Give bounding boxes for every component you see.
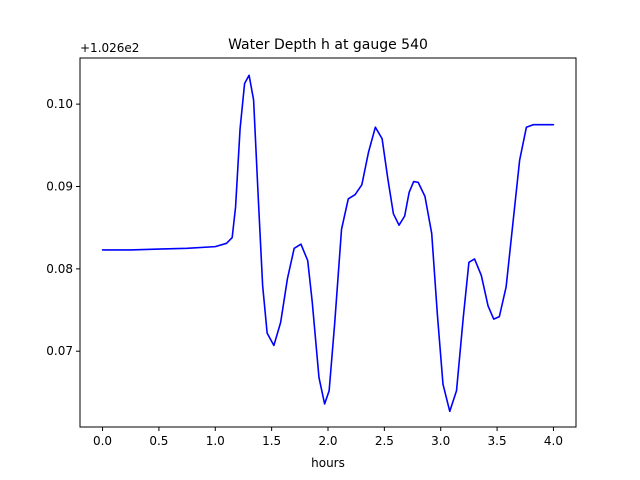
y-tick-label: 0.10 [46,97,73,111]
x-tick-label: 4.0 [544,434,563,448]
plot-frame [79,57,577,428]
x-tick-label: 1.0 [206,434,225,448]
x-tick-label: 3.5 [488,434,507,448]
x-tick-label: 2.0 [318,434,337,448]
plot-area: 0.0 0.5 1.0 1.5 2.0 2.5 3.0 3.5 4.0 0.07 0.08 0.09 0… [46,57,577,448]
x-tick-label: 0.5 [149,434,168,448]
x-axis-label: hours [311,456,345,470]
y-tick-label: 0.08 [46,262,73,276]
y-tick-label: 0.09 [46,179,73,193]
chart-title: Water Depth h at gauge 540 [228,37,428,53]
x-tick-label: 0.0 [93,434,112,448]
y-offset-label: +1.026e2 [80,41,139,55]
x-tick-label: 3.0 [431,434,450,448]
x-tick-label: 2.5 [375,434,394,448]
y-tick-label: 0.07 [46,344,73,358]
series-line-0 [101,74,555,413]
x-tick-label: 1.5 [262,434,281,448]
